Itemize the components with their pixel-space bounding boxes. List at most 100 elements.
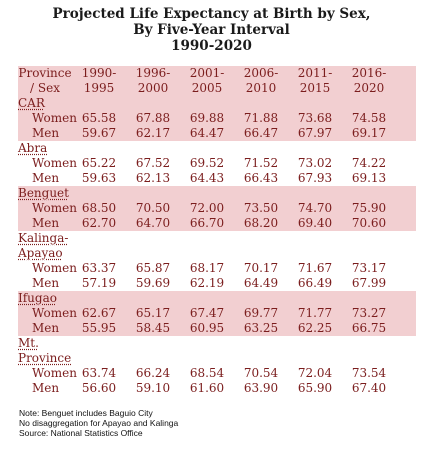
value-cell: 70.54 (243, 366, 279, 380)
value-cell: 75.90 (351, 201, 387, 215)
value-cell: 68.20 (243, 216, 279, 230)
header-sex-label: / Sex (30, 81, 60, 95)
value-cell: 64.47 (189, 126, 225, 140)
value-cell: 74.70 (297, 201, 333, 215)
sex-label-women: Women (32, 111, 77, 125)
value-cell: 66.43 (243, 171, 279, 185)
sex-label-men: Men (32, 321, 60, 335)
value-cell: 64.49 (243, 276, 279, 290)
value-cell: 66.47 (243, 126, 279, 140)
value-cell: 69.13 (351, 171, 387, 185)
header-period-4: 2015 (299, 81, 331, 95)
value-cell: 62.67 (81, 306, 117, 320)
value-cell: 56.60 (81, 381, 117, 395)
value-cell: 68.50 (81, 201, 117, 215)
table-row: Women 68.50 70.50 72.00 73.50 74.70 75.90 (18, 201, 416, 216)
value-cell: 55.95 (81, 321, 117, 335)
value-cell: 62.25 (297, 321, 333, 335)
table-row: Men 59.67 62.17 64.47 66.47 67.97 69.17 (18, 126, 416, 141)
value-cell: 64.43 (189, 171, 225, 185)
value-cell: 74.22 (351, 156, 387, 170)
province-name: Apayao (18, 246, 63, 260)
province-name: Kalinga- (18, 231, 69, 245)
value-cell: 71.67 (297, 261, 333, 275)
province-row: Benguet (18, 186, 416, 201)
header-row: / Sex 1995 2000 2005 2010 2015 2020 (18, 81, 416, 96)
table-row: Men 56.60 59.10 61.60 63.90 65.90 67.40 (18, 381, 416, 396)
table-row: Men 55.95 58.45 60.95 63.25 62.25 66.75 (18, 321, 416, 336)
province-row: Ifugao (18, 291, 416, 306)
table-row: Men 57.19 59.69 62.19 64.49 66.49 67.99 (18, 276, 416, 291)
sex-label-women: Women (32, 156, 77, 170)
value-cell: 60.95 (189, 321, 225, 335)
value-cell: 69.52 (189, 156, 225, 170)
province-row: Kalinga- (18, 231, 416, 246)
table-notes: Note: Benguet includes Baguio City No di… (19, 408, 178, 438)
header-row: Province 1990- 1996- 2001- 2006- 2011- 2016- (18, 66, 416, 81)
note-benguet: Note: Benguet includes Baguio City (19, 408, 153, 418)
value-cell: 73.02 (297, 156, 333, 170)
table-row: Men 62.70 64.70 66.70 68.20 69.40 70.60 (18, 216, 416, 231)
sex-label-men: Men (32, 171, 60, 185)
header-province-label: Province (18, 66, 72, 80)
value-cell: 71.88 (243, 111, 279, 125)
value-cell: 73.54 (351, 366, 387, 380)
province-row: CAR (18, 96, 416, 111)
table-row: Women 63.74 66.24 68.54 70.54 72.04 73.54 (18, 366, 416, 381)
sex-label-women: Women (32, 261, 77, 275)
value-cell: 73.27 (351, 306, 387, 320)
value-cell: 59.63 (81, 171, 117, 185)
value-cell: 57.19 (81, 276, 117, 290)
value-cell: 62.70 (81, 216, 117, 230)
value-cell: 66.70 (189, 216, 225, 230)
sex-label-men: Men (32, 381, 60, 395)
value-cell: 66.24 (135, 366, 171, 380)
value-cell: 71.77 (297, 306, 333, 320)
value-cell: 70.17 (243, 261, 279, 275)
header-period-0: 1990- (81, 66, 117, 80)
value-cell: 58.45 (135, 321, 171, 335)
header-period-5: 2016- (351, 66, 387, 80)
table-row: Women 65.58 67.88 69.88 71.88 73.68 74.58 (18, 111, 416, 126)
value-cell: 67.47 (189, 306, 225, 320)
value-cell: 65.87 (135, 261, 171, 275)
header-period-2: 2005 (191, 81, 223, 95)
sex-label-women: Women (32, 366, 77, 380)
note-source: Source: National Statistics Office (19, 428, 143, 438)
value-cell: 59.67 (81, 126, 117, 140)
value-cell: 65.17 (135, 306, 171, 320)
table-row: Women 62.67 65.17 67.47 69.77 71.77 73.27 (18, 306, 416, 321)
value-cell: 65.58 (81, 111, 117, 125)
province-name: CAR (18, 96, 45, 110)
province-row: Mt. (18, 336, 416, 351)
value-cell: 69.77 (243, 306, 279, 320)
header-period-3: 2006- (243, 66, 279, 80)
value-cell: 67.40 (351, 381, 387, 395)
value-cell: 67.52 (135, 156, 171, 170)
value-cell: 61.60 (189, 381, 225, 395)
table-row: Women 65.22 67.52 69.52 71.52 73.02 74.22 (18, 156, 416, 171)
value-cell: 74.58 (351, 111, 387, 125)
title-line-1: Projected Life Expectancy at Birth by Se… (52, 6, 371, 22)
title-line-3: 1990-2020 (171, 38, 252, 54)
table-row: Women 63.37 65.87 68.17 70.17 71.67 73.17 (18, 261, 416, 276)
province-row: Province (18, 351, 416, 366)
value-cell: 65.90 (297, 381, 333, 395)
value-cell: 73.50 (243, 201, 279, 215)
value-cell: 68.54 (189, 366, 225, 380)
life-expectancy-table: Province 1990- 1996- 2001- 2006- 2011- 2016- / … (18, 66, 416, 396)
province-name: Province (18, 351, 72, 365)
value-cell: 59.10 (135, 381, 171, 395)
value-cell: 62.17 (135, 126, 171, 140)
province-row: Apayao (18, 246, 416, 261)
value-cell: 69.17 (351, 126, 387, 140)
value-cell: 67.93 (297, 171, 333, 185)
header-period-5: 2020 (353, 81, 385, 95)
value-cell: 68.17 (189, 261, 225, 275)
province-name: Benguet (18, 186, 69, 200)
province-row: Abra (18, 141, 416, 156)
value-cell: 70.60 (351, 216, 387, 230)
value-cell: 73.68 (297, 111, 333, 125)
sex-label-men: Men (32, 216, 60, 230)
value-cell: 66.49 (297, 276, 333, 290)
